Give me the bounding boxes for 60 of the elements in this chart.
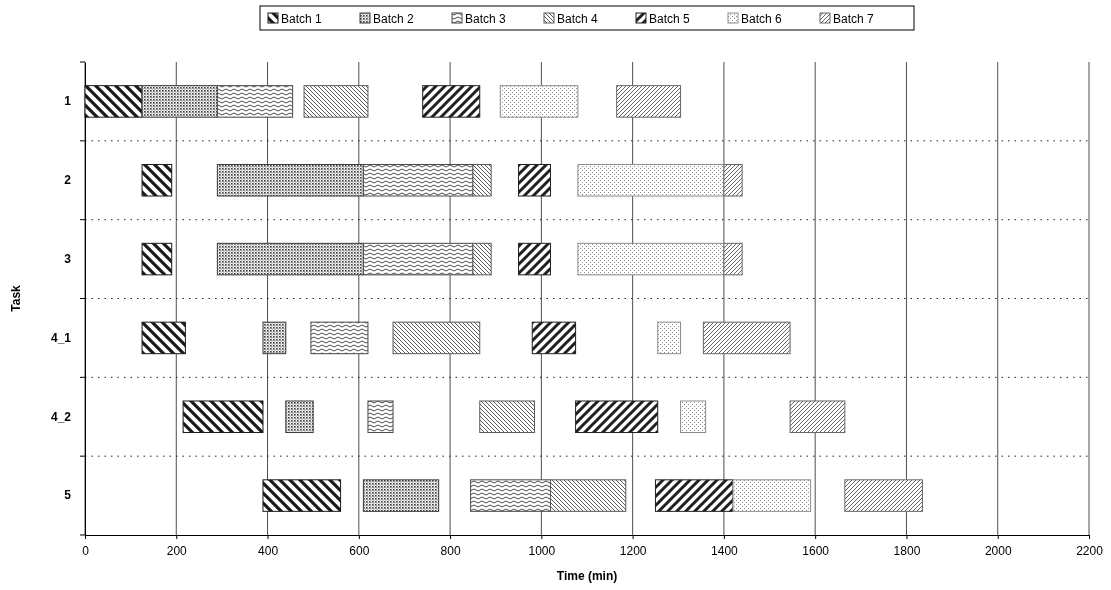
- legend-label: Batch 7: [833, 11, 875, 26]
- x-axis-title: Time (min): [556, 569, 618, 583]
- bar: [577, 163, 725, 197]
- bar: [789, 400, 846, 434]
- bar: [362, 163, 474, 197]
- y-tick-label: 1: [64, 94, 72, 109]
- x-tick-label: 400: [258, 544, 279, 559]
- bar: [182, 400, 264, 434]
- y-tick-label: 4_1: [50, 330, 72, 345]
- bar: [141, 85, 218, 118]
- y-tick-label: 4_2: [50, 409, 72, 424]
- bar: [216, 85, 294, 118]
- x-tick-label: 2200: [1076, 544, 1104, 559]
- bar: [732, 479, 812, 512]
- bar: [616, 85, 682, 118]
- bar: [285, 400, 314, 434]
- bar: [657, 321, 682, 355]
- bar: [310, 321, 369, 355]
- x-tick-label: 1600: [802, 544, 830, 559]
- x-tick-label: 1400: [711, 544, 739, 559]
- bar: [844, 479, 923, 512]
- legend-label: Batch 1: [281, 11, 323, 26]
- x-tick-label: 1800: [893, 544, 921, 559]
- x-tick-label: 0: [82, 544, 90, 559]
- bar: [303, 85, 369, 118]
- y-tick-label: 5: [64, 488, 72, 503]
- bar: [680, 400, 707, 434]
- x-tick-label: 200: [166, 544, 188, 559]
- bar: [216, 242, 364, 276]
- y-tick-label: 2: [64, 173, 72, 188]
- x-tick-label: 1000: [528, 544, 556, 559]
- bar: [367, 400, 394, 434]
- x-tick-label: 600: [349, 544, 370, 559]
- x-tick-label: 1200: [619, 544, 647, 559]
- bar: [141, 163, 173, 197]
- y-axis-title: Task: [9, 284, 23, 312]
- legend-label: Batch 3: [465, 11, 507, 26]
- bar: [723, 163, 743, 197]
- bar: [141, 242, 173, 276]
- x-tick-label: 800: [440, 544, 461, 559]
- bar: [479, 400, 536, 434]
- legend-label: Batch 4: [557, 11, 599, 26]
- bar: [472, 163, 492, 197]
- legend-label: Batch 6: [741, 11, 783, 26]
- bar: [723, 242, 743, 276]
- bar: [499, 85, 579, 118]
- bar: [702, 321, 791, 355]
- bar: [216, 163, 364, 197]
- legend-label: Batch 2: [373, 11, 415, 26]
- bar: [362, 242, 474, 276]
- x-tick-label: 2000: [984, 544, 1012, 559]
- bar: [470, 479, 551, 512]
- bar: [392, 321, 481, 355]
- bar: [549, 479, 627, 512]
- bar: [577, 242, 725, 276]
- bar: [472, 242, 492, 276]
- bar: [362, 479, 440, 512]
- bar: [262, 321, 287, 355]
- y-tick-label: 3: [64, 251, 72, 266]
- legend-label: Batch 5: [649, 11, 691, 26]
